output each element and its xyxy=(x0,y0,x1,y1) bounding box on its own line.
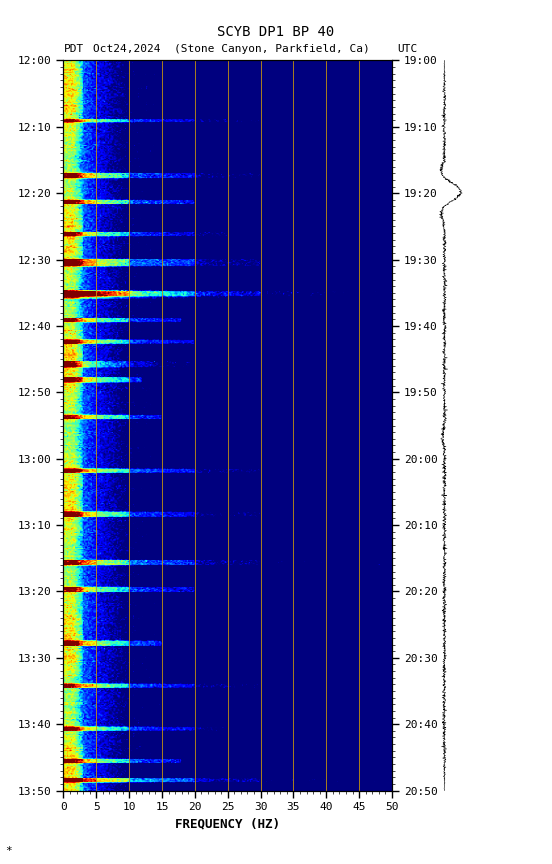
Text: PDT: PDT xyxy=(63,43,84,54)
Text: *: * xyxy=(6,846,12,855)
X-axis label: FREQUENCY (HZ): FREQUENCY (HZ) xyxy=(175,818,280,831)
Text: SCYB DP1 BP 40: SCYB DP1 BP 40 xyxy=(217,25,335,39)
Text: UTC: UTC xyxy=(397,43,418,54)
Text: Oct24,2024  (Stone Canyon, Parkfield, Ca): Oct24,2024 (Stone Canyon, Parkfield, Ca) xyxy=(93,43,370,54)
